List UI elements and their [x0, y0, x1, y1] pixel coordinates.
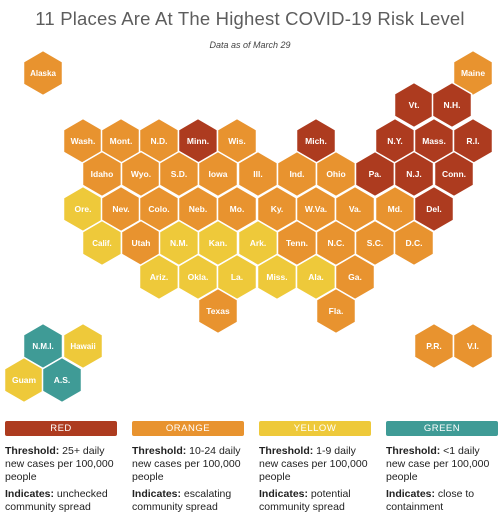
hex-label-md: Md.: [388, 204, 403, 214]
hex-n-h: [431, 81, 473, 129]
hex-alaska: [22, 49, 64, 97]
legend-orange-indicates: Indicates: escalating community spread: [132, 488, 232, 513]
hex-label-utah: Utah: [132, 238, 151, 248]
hex-label-n-m-i: N.M.I.: [32, 342, 53, 351]
legend-green: GREEN Threshold: <1 daily new case per 1…: [386, 421, 498, 514]
hex-fla: [315, 287, 357, 335]
legend-yellow-swatch: YELLOW: [259, 421, 371, 436]
hex-hawaii: [62, 322, 104, 370]
hex-label-n-h: N.H.: [444, 100, 461, 110]
hex-label-hawaii: Hawaii: [70, 342, 95, 351]
hex-label-mich: Mich.: [305, 136, 327, 146]
hex-label-n-c: N.C.: [328, 238, 345, 248]
hex-label-va: Va.: [349, 204, 361, 214]
legend-green-indicates: Indicates: close to containment: [386, 488, 475, 513]
legend-green-threshold: Threshold: <1 daily new case per 100,000…: [386, 445, 490, 483]
hex-label-conn: Conn.: [442, 169, 466, 179]
hex-label-mo: Mo.: [230, 204, 245, 214]
hex-label-nev: Nev.: [112, 204, 129, 214]
page-title: 11 Places Are At The Highest COVID-19 Ri…: [35, 8, 465, 29]
hex-label-wash: Wash.: [71, 136, 96, 146]
hex-label-p-r: P.R.: [426, 341, 441, 351]
hex-label-ky: Ky.: [271, 204, 284, 214]
hex-label-guam: Guam: [12, 375, 37, 385]
hex-label-iowa: Iowa: [209, 169, 228, 179]
legend-green-swatch: GREEN: [386, 421, 498, 436]
hex-map: Alaska Maine Vt. N.H. Wash. Mont. N.D. Minn. Wis…: [3, 49, 494, 404]
hex-n-j: [393, 150, 435, 198]
hex-label-vt: Vt.: [409, 100, 420, 110]
hex-label-texas: Texas: [206, 306, 230, 316]
legend-yellow-indicates: Indicates: potential community spread: [259, 488, 351, 513]
hex-label-n-y: N.Y.: [387, 136, 403, 146]
hex-label-la: La.: [231, 272, 243, 282]
hex-label-s-c: S.C.: [367, 238, 384, 248]
legend-orange: ORANGE Threshold: 10-24 daily new cases …: [132, 421, 244, 514]
legend-red-swatch: RED: [5, 421, 117, 436]
page-subtitle: Data as of March 29: [209, 40, 291, 50]
hex-a-s: [41, 356, 83, 404]
legend-yellow-threshold: Threshold: 1-9 daily new cases per 100,0…: [259, 445, 368, 483]
legend-orange-threshold: Threshold: 10-24 daily new cases per 100…: [132, 445, 241, 483]
hex-label-maine: Maine: [461, 68, 485, 78]
legend-red-threshold: Threshold: 25+ daily new cases per 100,0…: [5, 445, 114, 483]
hex-label-colo: Colo.: [148, 204, 169, 214]
hex-label-ore: Ore.: [74, 204, 91, 214]
hex-label-wis: Wis.: [228, 136, 245, 146]
hex-label-n-m: N.M.: [170, 238, 188, 248]
legend-yellow: YELLOW Threshold: 1-9 daily new cases pe…: [259, 421, 371, 514]
hex-label-n-d: N.D.: [151, 136, 168, 146]
hex-label-s-d: S.D.: [171, 169, 188, 179]
hex-label-ga: Ga.: [348, 272, 362, 282]
hex-label-tenn: Tenn.: [286, 238, 308, 248]
hex-label-v-i: V.I.: [467, 341, 479, 351]
hex-texas: [197, 287, 239, 335]
hex-label-okla: Okla.: [188, 272, 209, 282]
hex-label-ind: Ind.: [289, 169, 304, 179]
legend-red-indicates: Indicates: unchecked community spread: [5, 488, 108, 513]
legend-orange-swatch: ORANGE: [132, 421, 244, 436]
hex-label-mont: Mont.: [110, 136, 133, 146]
hex-label-ariz: Ariz.: [150, 272, 168, 282]
hex-label-kan: Kan.: [209, 238, 227, 248]
hex-label-alaska: Alaska: [30, 69, 56, 78]
hex-label-ohio: Ohio: [326, 169, 345, 179]
hex-iowa: [197, 150, 239, 198]
hex-d-c: [393, 219, 435, 267]
hex-label-del: Del.: [426, 204, 442, 214]
hex-label-fla: Fla.: [329, 306, 344, 316]
hex-label-ala: Ala.: [308, 272, 324, 282]
hex-label-a-s: A.S.: [54, 375, 71, 385]
hex-label-mass: Mass.: [422, 136, 446, 146]
hex-maine: [452, 49, 494, 97]
hex-label-n-j: N.J.: [406, 169, 422, 179]
legend-red: RED Threshold: 25+ daily new cases per 1…: [5, 421, 117, 514]
hex-label-idaho: Idaho: [91, 169, 114, 179]
hex-label-miss: Miss.: [266, 272, 287, 282]
hex-label-d-c: D.C.: [406, 238, 423, 248]
hex-label-wyo: Wyo.: [131, 169, 151, 179]
hex-label-ill: Ill.: [253, 169, 262, 179]
hex-label-neb: Neb.: [189, 204, 207, 214]
hex-label-r-i: R.I.: [466, 136, 479, 146]
hex-v-i: [452, 322, 494, 370]
hex-label-ark: Ark.: [250, 238, 267, 248]
hex-label-calif: Calif.: [92, 239, 112, 248]
hex-conn: [433, 150, 475, 198]
hex-label-w-va: W.Va.: [305, 204, 327, 214]
hex-label-minn: Minn.: [187, 136, 209, 146]
hex-label-pa: Pa.: [369, 169, 382, 179]
